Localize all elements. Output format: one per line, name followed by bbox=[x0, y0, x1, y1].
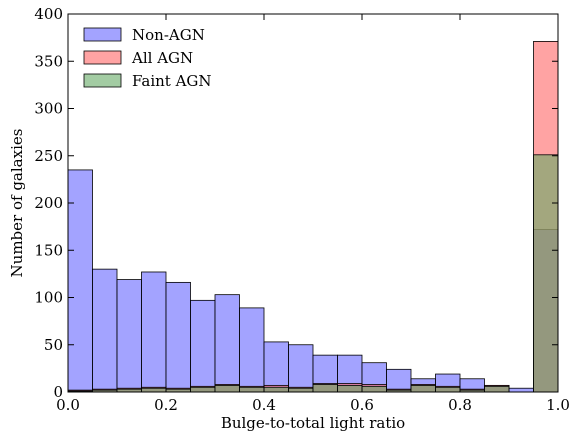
axis-ticks: 0.0 0.2 0.4 0.6 0.8 1.0 0 50 100 150 200 250 300 350 4… bbox=[34, 5, 570, 414]
bar-faint-agn-10 bbox=[312, 384, 338, 393]
x-tick-label: 0.0 bbox=[56, 396, 80, 414]
legend-label-faint-agn: Faint AGN bbox=[132, 72, 212, 90]
bar-faint-agn-19 bbox=[533, 154, 559, 393]
legend-swatch-faint-agn bbox=[83, 73, 122, 88]
bar-non-agn-5 bbox=[190, 299, 216, 393]
x-tick-label: 0.6 bbox=[350, 396, 374, 414]
legend-swatch-all-agn bbox=[83, 50, 122, 65]
x-tick-label: 0.4 bbox=[252, 396, 276, 414]
bar-non-agn-0 bbox=[67, 169, 93, 393]
bar-faint-agn-12 bbox=[361, 385, 387, 393]
bar-faint-agn-3 bbox=[141, 387, 167, 393]
legend-label-non-agn: Non-AGN bbox=[132, 26, 205, 44]
bar-non-agn-3 bbox=[141, 271, 167, 393]
legend-swatch-non-agn bbox=[83, 27, 122, 42]
bar-faint-agn-14 bbox=[410, 384, 436, 393]
y-tick-label: 400 bbox=[34, 5, 63, 23]
bar-non-agn-9 bbox=[288, 344, 314, 393]
bar-faint-agn-5 bbox=[190, 386, 216, 393]
y-tick-label: 200 bbox=[34, 194, 63, 212]
bars-layer bbox=[67, 41, 559, 393]
y-tick-label: 150 bbox=[34, 241, 63, 259]
legend: Non-AGN All AGN Faint AGN bbox=[83, 26, 212, 90]
y-tick-label: 300 bbox=[34, 100, 63, 118]
legend-label-all-agn: All AGN bbox=[131, 49, 193, 67]
x-tick-label: 0.8 bbox=[448, 396, 472, 414]
y-tick-label: 100 bbox=[34, 289, 63, 307]
bar-non-agn-2 bbox=[116, 279, 142, 393]
x-tick-label: 1.0 bbox=[546, 396, 570, 414]
bar-faint-agn-7 bbox=[239, 386, 265, 393]
y-axis-label: Number of galaxies bbox=[8, 129, 26, 278]
bar-faint-agn-6 bbox=[214, 384, 240, 393]
x-tick-label: 0.2 bbox=[154, 396, 178, 414]
bar-non-agn-6 bbox=[214, 294, 240, 393]
bar-non-agn-18 bbox=[508, 387, 534, 393]
bar-non-agn-1 bbox=[92, 268, 118, 393]
bar-faint-agn-9 bbox=[288, 387, 314, 393]
bar-faint-agn-15 bbox=[435, 386, 461, 393]
y-tick-label: 50 bbox=[44, 336, 63, 354]
bar-non-agn-13 bbox=[386, 368, 412, 393]
bar-non-agn-4 bbox=[165, 281, 191, 393]
y-tick-label: 350 bbox=[34, 52, 63, 70]
y-tick-label: 0 bbox=[53, 383, 63, 401]
bar-faint-agn-17 bbox=[484, 385, 510, 393]
y-tick-label: 250 bbox=[34, 147, 63, 165]
bar-faint-agn-11 bbox=[337, 384, 363, 393]
bar-non-agn-7 bbox=[239, 307, 265, 393]
x-axis-label: Bulge-to-total light ratio bbox=[221, 414, 405, 432]
bar-non-agn-8 bbox=[263, 341, 289, 393]
bar-faint-agn-8 bbox=[263, 386, 289, 393]
